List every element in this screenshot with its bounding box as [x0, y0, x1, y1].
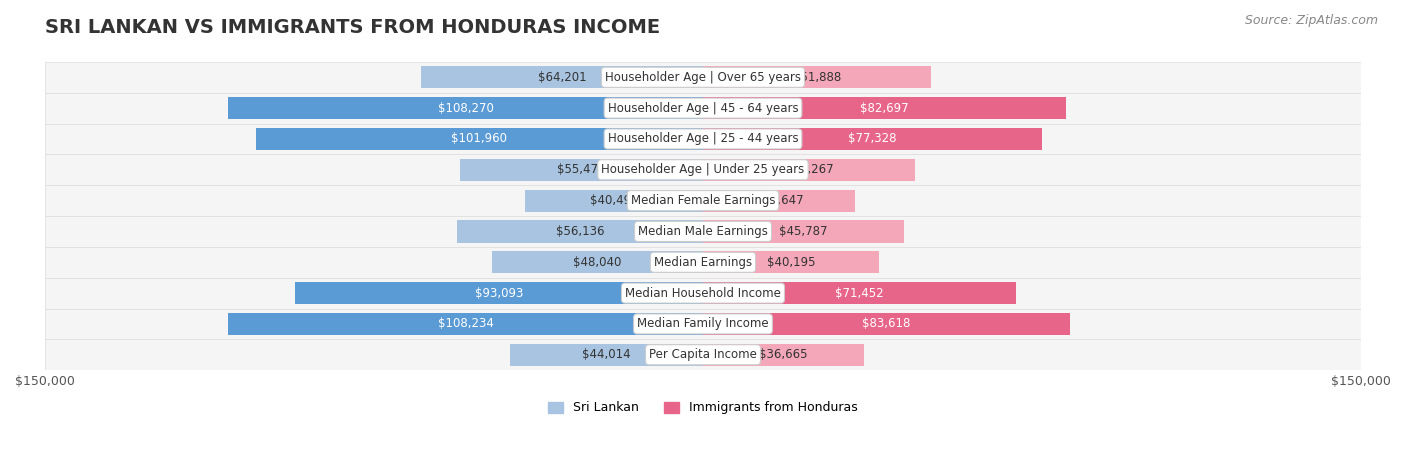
Bar: [703, 159, 915, 181]
Text: $56,136: $56,136: [555, 225, 605, 238]
Bar: [703, 66, 931, 88]
Text: Median Household Income: Median Household Income: [626, 287, 780, 300]
Text: $48,267: $48,267: [785, 163, 834, 176]
Text: $64,201: $64,201: [538, 71, 586, 84]
Bar: [703, 282, 1017, 304]
Bar: [703, 190, 855, 212]
Bar: [492, 251, 703, 273]
Text: $71,452: $71,452: [835, 287, 884, 300]
Bar: [510, 344, 703, 366]
Text: $55,470: $55,470: [557, 163, 606, 176]
Bar: [228, 313, 703, 335]
Bar: [457, 220, 703, 242]
Text: $48,040: $48,040: [574, 256, 621, 269]
Bar: [256, 128, 703, 150]
Bar: [703, 313, 1070, 335]
Text: Per Capita Income: Per Capita Income: [650, 348, 756, 361]
Text: SRI LANKAN VS IMMIGRANTS FROM HONDURAS INCOME: SRI LANKAN VS IMMIGRANTS FROM HONDURAS I…: [45, 18, 659, 36]
Text: $108,270: $108,270: [437, 102, 494, 114]
FancyBboxPatch shape: [45, 247, 1361, 278]
Text: $82,697: $82,697: [860, 102, 908, 114]
Text: $45,787: $45,787: [779, 225, 828, 238]
Text: $34,647: $34,647: [755, 194, 803, 207]
Text: Median Male Earnings: Median Male Earnings: [638, 225, 768, 238]
FancyBboxPatch shape: [45, 278, 1361, 309]
FancyBboxPatch shape: [45, 216, 1361, 247]
Text: $40,195: $40,195: [766, 256, 815, 269]
FancyBboxPatch shape: [45, 124, 1361, 155]
FancyBboxPatch shape: [45, 309, 1361, 340]
FancyBboxPatch shape: [45, 92, 1361, 124]
Bar: [703, 220, 904, 242]
Text: Householder Age | Under 25 years: Householder Age | Under 25 years: [602, 163, 804, 176]
Text: Householder Age | Over 65 years: Householder Age | Over 65 years: [605, 71, 801, 84]
FancyBboxPatch shape: [45, 185, 1361, 216]
Bar: [460, 159, 703, 181]
Text: $44,014: $44,014: [582, 348, 631, 361]
FancyBboxPatch shape: [45, 155, 1361, 185]
Text: $51,888: $51,888: [793, 71, 841, 84]
Text: $83,618: $83,618: [862, 318, 911, 331]
Text: Householder Age | 45 - 64 years: Householder Age | 45 - 64 years: [607, 102, 799, 114]
Text: Source: ZipAtlas.com: Source: ZipAtlas.com: [1244, 14, 1378, 27]
Text: $93,093: $93,093: [475, 287, 523, 300]
Text: Median Family Income: Median Family Income: [637, 318, 769, 331]
FancyBboxPatch shape: [45, 62, 1361, 92]
Legend: Sri Lankan, Immigrants from Honduras: Sri Lankan, Immigrants from Honduras: [543, 396, 863, 419]
Text: $101,960: $101,960: [451, 133, 508, 145]
FancyBboxPatch shape: [45, 340, 1361, 370]
Text: Median Earnings: Median Earnings: [654, 256, 752, 269]
Bar: [703, 344, 863, 366]
Text: Householder Age | 25 - 44 years: Householder Age | 25 - 44 years: [607, 133, 799, 145]
Text: $40,496: $40,496: [591, 194, 638, 207]
Text: $36,665: $36,665: [759, 348, 807, 361]
Text: $108,234: $108,234: [437, 318, 494, 331]
Bar: [228, 97, 703, 119]
Bar: [422, 66, 703, 88]
Bar: [526, 190, 703, 212]
Text: Median Female Earnings: Median Female Earnings: [631, 194, 775, 207]
Bar: [295, 282, 703, 304]
Bar: [703, 97, 1066, 119]
Text: $77,328: $77,328: [848, 133, 897, 145]
Bar: [703, 251, 879, 273]
Bar: [703, 128, 1042, 150]
